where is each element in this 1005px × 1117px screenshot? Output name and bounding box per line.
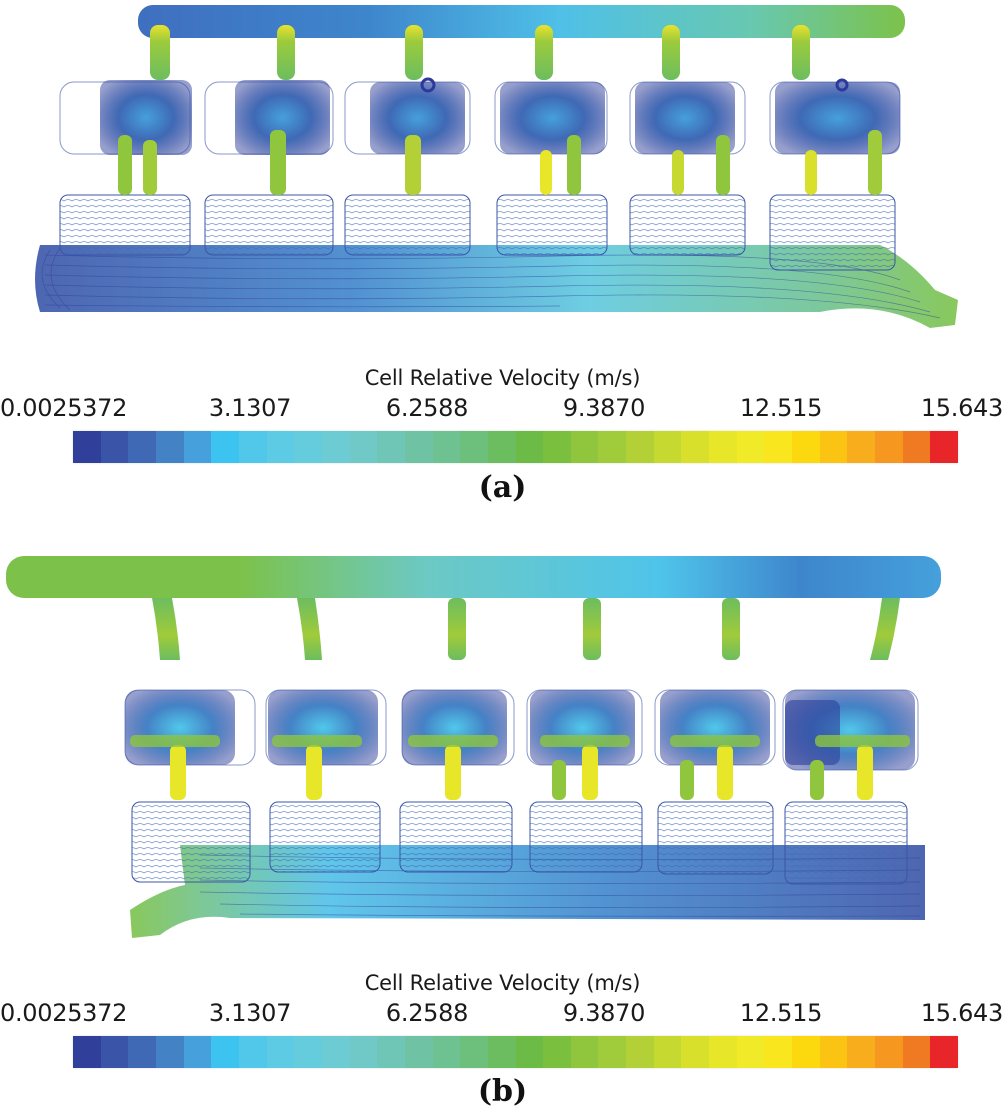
colorbar-segment <box>847 1036 876 1068</box>
colorbar-segment <box>266 1036 295 1068</box>
colorbar-segment <box>902 431 931 463</box>
colorbar-segment <box>128 1036 156 1068</box>
panel-b: Cell Relative Velocity (m/s) 0.0025372 3… <box>0 540 1005 1117</box>
colorbar-segment <box>598 1036 627 1068</box>
cylinders-a <box>59 25 901 271</box>
colorbar-segment <box>238 1036 267 1068</box>
colorbar-segment <box>930 1036 958 1068</box>
colorbar-segment <box>432 1036 461 1068</box>
tick-label: 12.515 <box>739 394 823 422</box>
tick-label: 6.2588 <box>385 394 469 422</box>
colorbar-segment <box>155 431 184 463</box>
colorbar-segment <box>515 1036 544 1068</box>
tick-label: 9.3870 <box>562 999 646 1027</box>
colorbar-segment <box>128 431 156 463</box>
colorbar-segment <box>902 1036 931 1068</box>
tick-label: 12.515 <box>739 999 823 1027</box>
colorbar-segment <box>73 431 101 463</box>
caption-a: (a) <box>478 470 527 505</box>
colorbar-segment <box>709 1036 737 1068</box>
exhaust-manifold <box>35 245 958 328</box>
colorbar-segment <box>294 431 322 463</box>
colorbar-segment <box>930 431 958 463</box>
tick-label: 3.1307 <box>208 394 292 422</box>
colorbar-segment <box>321 431 350 463</box>
colorbar-segment <box>847 431 876 463</box>
colorbar-segment <box>183 1036 212 1068</box>
colorbar-segment <box>819 1036 848 1068</box>
colorbar-segment <box>819 431 848 463</box>
colorbar-segment <box>211 1036 239 1068</box>
colorbar-segment <box>709 431 737 463</box>
colorbar-b <box>73 1036 958 1068</box>
colorbar-segment <box>570 431 599 463</box>
tick-label: 3.1307 <box>208 999 292 1027</box>
colorbar-segment <box>349 431 378 463</box>
flow-visualization-b <box>6 556 941 938</box>
colorbar-segment <box>764 431 793 463</box>
colorbar-segment <box>487 1036 516 1068</box>
colorbar-segment <box>736 1036 765 1068</box>
colorbar-segment <box>432 431 461 463</box>
flow-visualization-a <box>35 5 958 328</box>
colorbar-segment <box>875 431 903 463</box>
colorbar-segment <box>653 1036 682 1068</box>
colorbar-segment <box>377 1036 405 1068</box>
tick-label: 0.0025372 <box>0 999 128 1027</box>
colorbar-segment <box>294 1036 322 1068</box>
colorbar-tick-labels-a: 0.0025372 3.1307 6.2588 9.3870 12.515 15… <box>0 394 1005 424</box>
colorbar-title-a: Cell Relative Velocity (m/s) <box>364 366 641 390</box>
tick-label: 15.643 <box>920 999 1003 1027</box>
colorbar-segment <box>377 431 405 463</box>
colorbar-segment <box>681 431 710 463</box>
colorbar-segment <box>875 1036 903 1068</box>
colorbar-segment <box>211 431 239 463</box>
cylinders-b <box>124 598 919 885</box>
intake-manifold <box>6 556 941 598</box>
colorbar-segment <box>764 1036 793 1068</box>
colorbar-segment <box>681 1036 710 1068</box>
colorbar-segment <box>653 431 682 463</box>
colorbar-segment <box>626 1036 654 1068</box>
colorbar-segment <box>321 1036 350 1068</box>
tick-label: 0.0025372 <box>0 394 128 422</box>
colorbar-segment <box>238 431 267 463</box>
colorbar-segment <box>460 1036 488 1068</box>
colorbar-segment <box>404 1036 433 1068</box>
colorbar-segment <box>155 1036 184 1068</box>
colorbar-segment <box>404 431 433 463</box>
colorbar-segment <box>349 1036 378 1068</box>
colorbar-segment <box>543 1036 571 1068</box>
tick-label: 9.3870 <box>562 394 646 422</box>
colorbar-segment <box>792 431 820 463</box>
tick-label: 6.2588 <box>385 999 469 1027</box>
colorbar-segment <box>487 431 516 463</box>
colorbar-tick-labels-b: 0.0025372 3.1307 6.2588 9.3870 12.515 15… <box>0 999 1005 1029</box>
colorbar-segment <box>460 431 488 463</box>
colorbar-segment <box>73 1036 101 1068</box>
colorbar-a <box>73 431 958 463</box>
colorbar-segment <box>626 431 654 463</box>
colorbar-segment <box>100 431 129 463</box>
colorbar-segment <box>266 431 295 463</box>
colorbar-segment <box>543 431 571 463</box>
intake-manifold <box>138 5 905 38</box>
panel-a: Cell Relative Velocity (m/s) 0.0025372 3… <box>0 0 1005 520</box>
tick-label: 15.643 <box>920 394 1003 422</box>
colorbar-segment <box>183 431 212 463</box>
colorbar-segment <box>100 1036 129 1068</box>
colorbar-segment <box>792 1036 820 1068</box>
colorbar-segment <box>570 1036 599 1068</box>
colorbar-title-b: Cell Relative Velocity (m/s) <box>364 971 641 995</box>
colorbar-segment <box>598 431 627 463</box>
colorbar-segment <box>515 431 544 463</box>
colorbar-segment <box>736 431 765 463</box>
caption-b: (b) <box>477 1074 528 1109</box>
